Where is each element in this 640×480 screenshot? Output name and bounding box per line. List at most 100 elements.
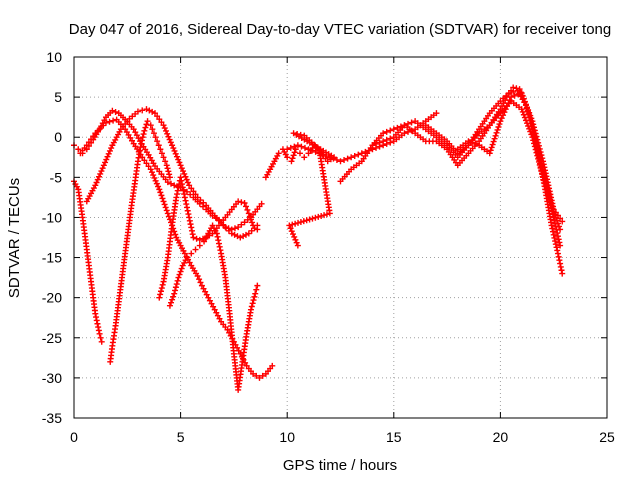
data-point xyxy=(537,149,544,156)
data-point xyxy=(250,370,257,377)
data-point xyxy=(231,231,238,238)
data-point xyxy=(550,206,557,213)
data-point xyxy=(524,120,531,127)
data-point xyxy=(186,214,193,221)
data-point xyxy=(180,168,187,175)
data-point xyxy=(549,225,556,232)
data-point xyxy=(355,151,362,158)
data-point xyxy=(241,219,248,226)
data-point xyxy=(177,162,184,169)
data-point xyxy=(166,136,173,143)
data-point xyxy=(557,242,564,249)
data-point xyxy=(213,309,220,316)
data-point xyxy=(351,152,358,159)
data-point xyxy=(159,281,166,288)
data-point xyxy=(158,150,165,157)
data-point xyxy=(215,237,222,244)
data-point xyxy=(156,294,163,301)
data-point xyxy=(557,260,564,267)
data-point xyxy=(529,118,536,125)
data-point xyxy=(249,300,256,307)
data-point xyxy=(401,122,408,129)
data-point xyxy=(323,211,330,218)
data-point xyxy=(187,221,194,228)
data-point xyxy=(326,210,333,217)
data-point xyxy=(160,154,167,161)
data-point xyxy=(153,180,160,187)
data-point xyxy=(241,200,248,207)
data-point xyxy=(169,296,176,303)
data-point xyxy=(505,90,512,97)
data-point xyxy=(558,267,565,274)
data-point xyxy=(508,94,515,101)
data-point xyxy=(105,150,112,157)
data-point xyxy=(95,173,102,180)
data-point xyxy=(143,121,150,128)
data-point xyxy=(540,174,547,181)
data-point xyxy=(551,217,558,224)
data-point xyxy=(158,285,165,292)
data-point xyxy=(186,259,193,266)
data-point xyxy=(556,239,563,246)
data-point xyxy=(289,221,296,228)
axis-ticks: 0 5 10 15 20 25 -35 -30 -25 -20 -15 -10 -5 0 5 10 xyxy=(42,49,615,445)
data-point xyxy=(171,182,178,189)
data-point xyxy=(269,362,276,369)
x-tick-label: 0 xyxy=(70,429,78,445)
data-point xyxy=(323,152,330,159)
data-point xyxy=(552,241,559,248)
data-point xyxy=(550,231,557,238)
data-point xyxy=(173,281,180,288)
data-point xyxy=(165,168,172,175)
data-point xyxy=(190,234,197,241)
data-point xyxy=(182,197,189,204)
data-point xyxy=(92,182,99,189)
data-point xyxy=(380,130,387,137)
data-point xyxy=(245,210,252,217)
data-point xyxy=(287,144,294,151)
data-point xyxy=(192,246,199,253)
data-point xyxy=(490,138,497,145)
data-point xyxy=(97,334,104,341)
data-point xyxy=(192,191,199,198)
data-point xyxy=(157,146,164,153)
data-point xyxy=(141,157,148,164)
data-point xyxy=(316,150,323,157)
data-point xyxy=(155,183,162,190)
data-point xyxy=(159,195,166,202)
data-point xyxy=(184,179,191,186)
data-point xyxy=(202,288,209,295)
data-point xyxy=(504,103,511,110)
data-point xyxy=(174,187,181,194)
data-point xyxy=(520,111,527,118)
data-point xyxy=(552,220,559,227)
data-point xyxy=(213,230,220,237)
data-point xyxy=(134,108,141,115)
data-point xyxy=(290,130,297,137)
data-point xyxy=(235,347,242,354)
data-point xyxy=(197,279,204,286)
data-point xyxy=(141,127,148,134)
data-point xyxy=(135,135,142,142)
data-point xyxy=(242,203,249,210)
data-point xyxy=(295,219,302,226)
data-point xyxy=(152,134,159,141)
data-point xyxy=(284,154,291,161)
data-point xyxy=(291,143,298,150)
data-point xyxy=(553,226,560,233)
data-point xyxy=(109,107,116,114)
data-point xyxy=(188,227,195,234)
data-point xyxy=(303,217,310,224)
data-point xyxy=(140,131,147,138)
data-point xyxy=(143,160,150,167)
data-point xyxy=(152,177,159,184)
y-tick-label: 0 xyxy=(54,129,62,145)
data-point xyxy=(179,181,186,188)
data-point xyxy=(177,268,184,275)
data-point xyxy=(234,233,241,240)
data-point xyxy=(189,231,196,238)
data-point xyxy=(525,122,532,129)
data-point xyxy=(176,271,183,278)
data-point xyxy=(183,254,190,261)
